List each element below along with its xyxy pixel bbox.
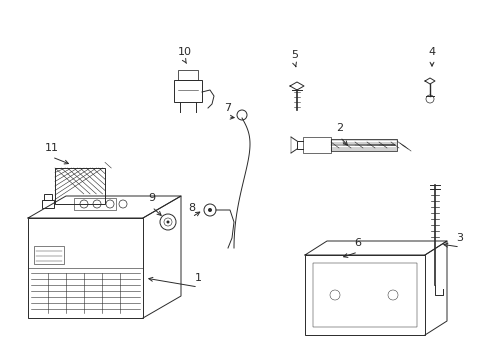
Bar: [330, 139, 396, 151]
Text: 11: 11: [45, 143, 59, 153]
Text: 5: 5: [291, 50, 298, 60]
Text: 2: 2: [336, 123, 343, 133]
Text: 7: 7: [224, 103, 231, 113]
Bar: [28, 218, 142, 318]
Text: 10: 10: [178, 47, 192, 57]
Bar: [74, 198, 116, 210]
Bar: [312, 263, 416, 327]
Bar: [178, 70, 198, 80]
Text: 6: 6: [354, 238, 361, 248]
Text: 3: 3: [456, 233, 463, 243]
Bar: [42, 200, 54, 208]
Circle shape: [207, 208, 212, 212]
Bar: [55, 168, 105, 204]
Bar: [34, 246, 64, 264]
Circle shape: [166, 220, 169, 224]
Text: 9: 9: [148, 193, 155, 203]
Bar: [174, 80, 202, 102]
Bar: [305, 255, 424, 335]
Text: 4: 4: [427, 47, 435, 57]
Text: 8: 8: [188, 203, 195, 213]
Text: 1: 1: [194, 273, 201, 283]
Bar: [44, 194, 52, 200]
Bar: [303, 137, 330, 153]
